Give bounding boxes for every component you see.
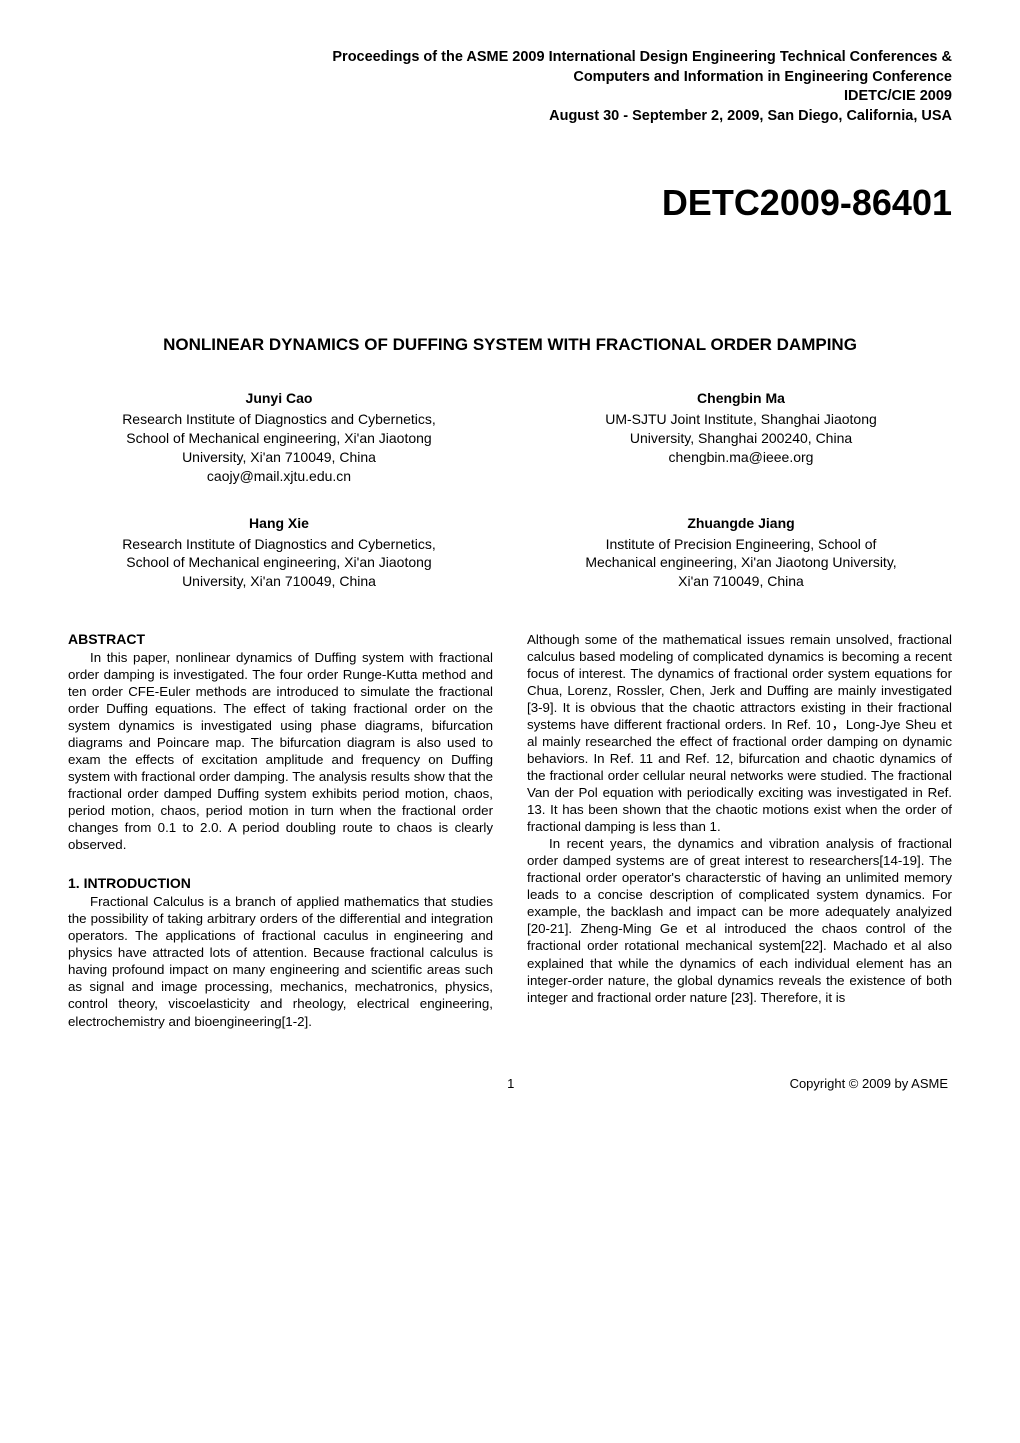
author-affiliation: UM-SJTU Joint Institute, Shanghai Jiaoto…	[530, 410, 952, 429]
author-name: Zhuangde Jiang	[530, 514, 952, 533]
author-affiliation: School of Mechanical engineering, Xi'an …	[68, 429, 490, 448]
introduction-section-left: 1. INTRODUCTION Fractional Calculus is a…	[68, 875, 493, 1029]
author-affiliation: Institute of Precision Engineering, Scho…	[530, 535, 952, 554]
page-number: 1	[232, 1076, 790, 1091]
author-block: Junyi Cao Research Institute of Diagnost…	[68, 389, 490, 485]
author-block: Chengbin Ma UM-SJTU Joint Institute, Sha…	[530, 389, 952, 485]
author-affiliation: University, Shanghai 200240, China	[530, 429, 952, 448]
paper-number: DETC2009-86401	[68, 182, 952, 224]
proceedings-line: Computers and Information in Engineering…	[68, 68, 952, 88]
proceedings-line: IDETC/CIE 2009	[68, 87, 952, 107]
author-block: Zhuangde Jiang Institute of Precision En…	[530, 514, 952, 592]
abstract-section: ABSTRACT In this paper, nonlinear dynami…	[68, 631, 493, 853]
introduction-body-col1: Fractional Calculus is a branch of appli…	[68, 893, 493, 1029]
author-name: Junyi Cao	[68, 389, 490, 408]
author-affiliation: University, Xi'an 710049, China	[68, 572, 490, 591]
introduction-body-col2-p2: In recent years, the dynamics and vibrat…	[527, 835, 952, 1005]
proceedings-header: Proceedings of the ASME 2009 Internation…	[68, 48, 952, 126]
author-affiliation: Mechanical engineering, Xi'an Jiaotong U…	[530, 553, 952, 572]
author-email: chengbin.ma@ieee.org	[530, 448, 952, 467]
introduction-body-col2-p1: Although some of the mathematical issues…	[527, 631, 952, 835]
right-column: Although some of the mathematical issues…	[527, 631, 952, 1029]
introduction-heading: 1. INTRODUCTION	[68, 875, 493, 891]
page-footer: 1 Copyright © 2009 by ASME	[68, 1076, 952, 1091]
authors-grid: Junyi Cao Research Institute of Diagnost…	[68, 389, 952, 591]
author-affiliation: School of Mechanical engineering, Xi'an …	[68, 553, 490, 572]
author-affiliation: University, Xi'an 710049, China	[68, 448, 490, 467]
paper-title: NONLINEAR DYNAMICS OF DUFFING SYSTEM WIT…	[100, 334, 920, 357]
abstract-body: In this paper, nonlinear dynamics of Duf…	[68, 649, 493, 853]
body-columns: ABSTRACT In this paper, nonlinear dynami…	[68, 631, 952, 1029]
author-affiliation: Xi'an 710049, China	[530, 572, 952, 591]
author-block: Hang Xie Research Institute of Diagnosti…	[68, 514, 490, 592]
left-column: ABSTRACT In this paper, nonlinear dynami…	[68, 631, 493, 1029]
copyright-notice: Copyright © 2009 by ASME	[790, 1076, 948, 1091]
author-affiliation: Research Institute of Diagnostics and Cy…	[68, 535, 490, 554]
proceedings-line: August 30 - September 2, 2009, San Diego…	[68, 107, 952, 127]
author-affiliation: Research Institute of Diagnostics and Cy…	[68, 410, 490, 429]
author-name: Hang Xie	[68, 514, 490, 533]
proceedings-line: Proceedings of the ASME 2009 Internation…	[68, 48, 952, 68]
author-name: Chengbin Ma	[530, 389, 952, 408]
abstract-heading: ABSTRACT	[68, 631, 493, 647]
author-email: caojy@mail.xjtu.edu.cn	[68, 467, 490, 486]
